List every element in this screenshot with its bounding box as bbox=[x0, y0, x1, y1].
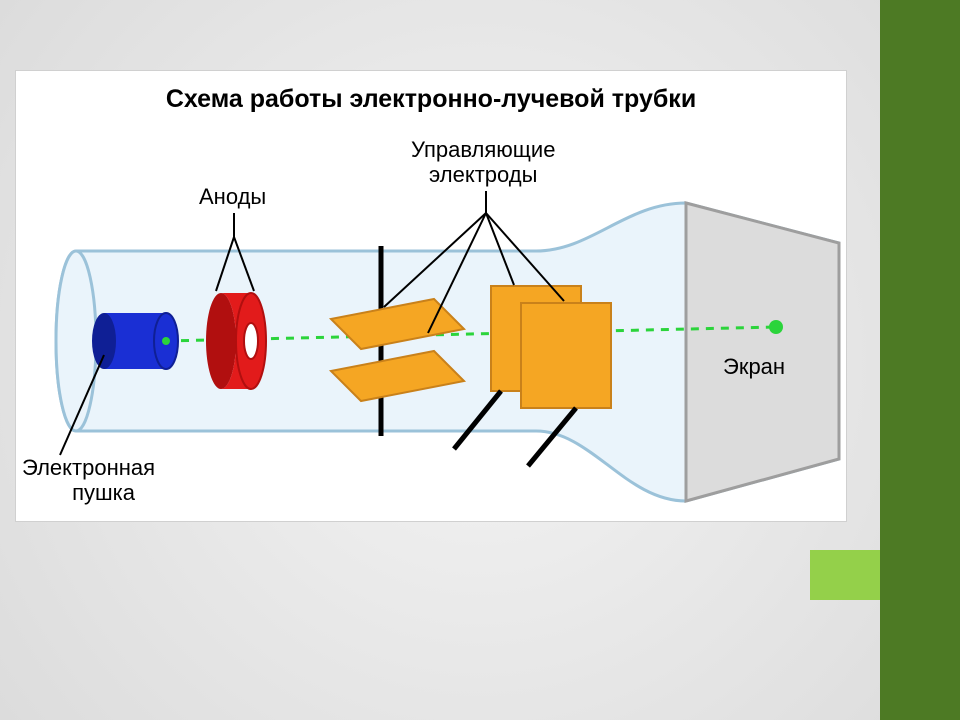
electron-gun bbox=[92, 313, 178, 369]
label-control-electrodes-line1: Управляющие bbox=[411, 137, 555, 162]
diagram-card: Схема работы электронно-лучевой трубки bbox=[15, 70, 847, 522]
label-electron-gun: Электронная пушка bbox=[22, 455, 155, 506]
beam-spot bbox=[769, 320, 783, 334]
screen-face bbox=[686, 203, 839, 501]
page-background: Схема работы электронно-лучевой трубки bbox=[0, 0, 960, 720]
label-anodes: Аноды bbox=[199, 184, 266, 209]
tube-end-cap bbox=[56, 251, 96, 431]
sidebar-accent bbox=[810, 550, 880, 600]
label-control-electrodes: Управляющие электроды bbox=[411, 137, 555, 188]
sidebar-stripe bbox=[880, 0, 960, 720]
anodes bbox=[206, 293, 266, 389]
label-electron-gun-line2: пушка bbox=[42, 480, 135, 505]
label-control-electrodes-line2: электроды bbox=[429, 162, 537, 187]
label-electron-gun-line1: Электронная bbox=[22, 455, 155, 480]
label-screen: Экран bbox=[723, 354, 785, 379]
